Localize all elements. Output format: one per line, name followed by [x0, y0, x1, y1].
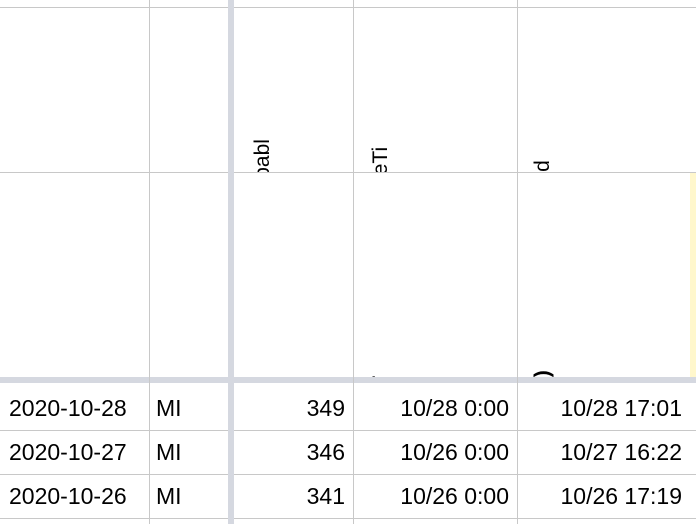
- cell-check-time[interactable]: 10/27 16:22: [560, 439, 682, 465]
- cell-date[interactable]: 2020-10-28: [9, 395, 127, 421]
- header-text: Last Update ET: [368, 376, 393, 377]
- row-divider: [0, 430, 696, 431]
- row-divider: [0, 474, 696, 475]
- row-divider: [0, 172, 696, 173]
- row-divider: [0, 7, 696, 8]
- cell-last-update[interactable]: 10/26 0:00: [400, 483, 509, 509]
- column-divider: [353, 0, 354, 524]
- header-cell-deaths-probable[interactable]: Deaths (probable): [234, 173, 353, 377]
- header-cell-state-field[interactable]: state: [150, 8, 228, 172]
- cell-date[interactable]: 2020-10-27: [9, 439, 127, 465]
- column-divider: [517, 0, 518, 524]
- header-text: lastUpdateTi: [368, 147, 393, 172]
- header-cell-lastupdatetime-field[interactable]: lastUpdateTi me: [354, 8, 517, 172]
- cell-state[interactable]: MI: [156, 483, 182, 509]
- header-cell-date[interactable]: Date: [0, 173, 149, 377]
- header-text: dateChecked: [530, 160, 555, 172]
- cell-date[interactable]: 2020-10-26: [9, 483, 127, 509]
- header-cell-state[interactable]: State: [150, 173, 228, 377]
- column-divider: [149, 0, 150, 524]
- cell-deaths[interactable]: 341: [306, 483, 345, 509]
- header-cell-date-field[interactable]: date: [0, 8, 149, 172]
- cell-state[interactable]: MI: [156, 439, 182, 465]
- cell-check-time[interactable]: 10/26 17:19: [560, 483, 682, 509]
- frozen-column-divider[interactable]: [228, 0, 234, 524]
- row-divider: [0, 518, 696, 519]
- cell-state[interactable]: MI: [156, 395, 182, 421]
- cell-check-time[interactable]: 10/28 17:01: [560, 395, 682, 421]
- header-cell-deathprobable-field[interactable]: deathProbabl e: [234, 8, 353, 172]
- cell-deaths[interactable]: 349: [306, 395, 345, 421]
- header-cell-datechecked-field[interactable]: dateChecked: [518, 8, 690, 172]
- header-text: deathProbabl: [250, 139, 275, 172]
- cell-deaths[interactable]: 346: [306, 439, 345, 465]
- frozen-row-divider[interactable]: [0, 377, 696, 383]
- column-highlight: [690, 172, 696, 377]
- header-text: Check time (ET): [530, 370, 555, 377]
- header-cell-last-update[interactable]: Last Update ET: [354, 173, 517, 377]
- header-cell-check-time[interactable]: Check time (ET): [518, 173, 690, 377]
- cell-last-update[interactable]: 10/28 0:00: [400, 395, 509, 421]
- cell-last-update[interactable]: 10/26 0:00: [400, 439, 509, 465]
